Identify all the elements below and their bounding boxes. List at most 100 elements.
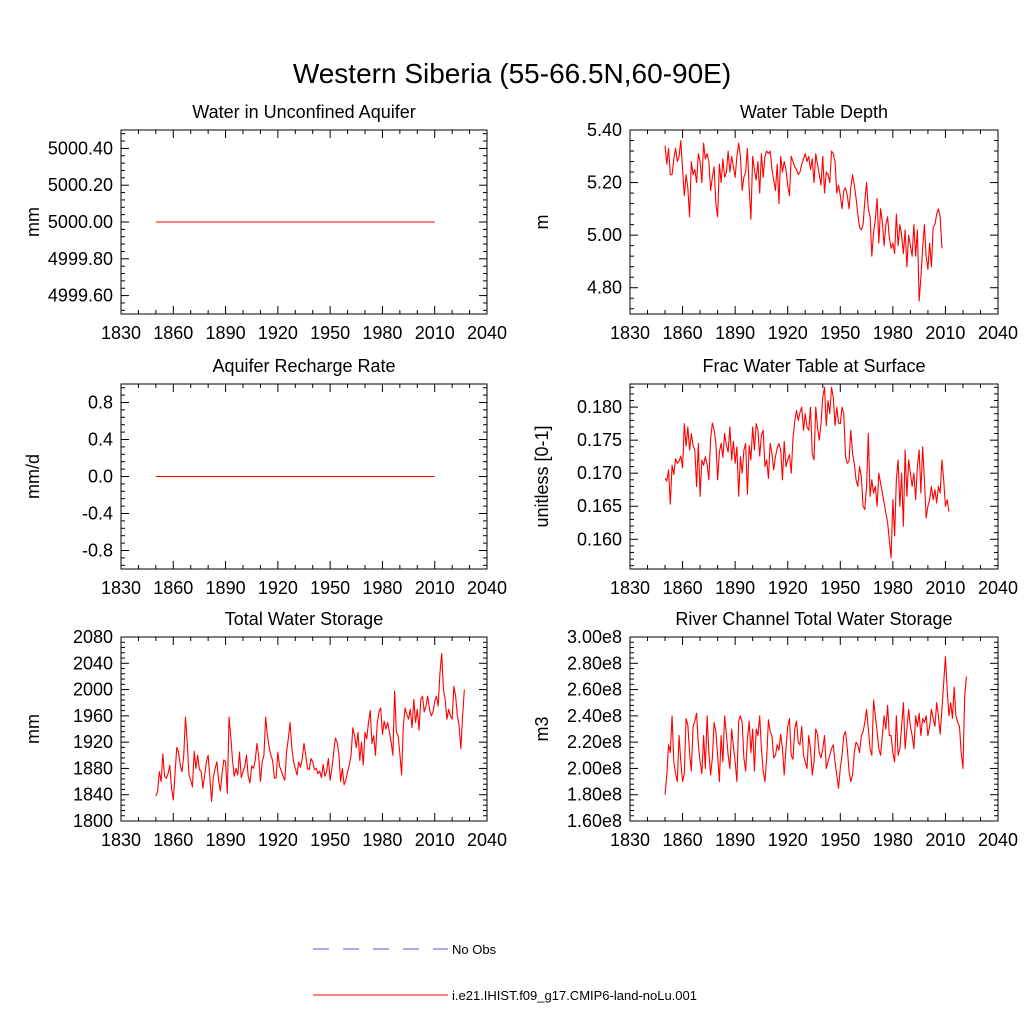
y-tick-label: 5.20 bbox=[587, 173, 622, 193]
y-tick-label: 1840 bbox=[73, 785, 113, 805]
y-tick-label: 2.60e8 bbox=[567, 680, 622, 700]
y-axis-label: m bbox=[532, 215, 552, 230]
x-tick-label: 1890 bbox=[715, 323, 755, 343]
x-tick-label: 2040 bbox=[978, 578, 1018, 598]
y-tick-label: 0.180 bbox=[577, 397, 622, 417]
x-tick-label: 1830 bbox=[101, 323, 141, 343]
y-tick-label: 4999.60 bbox=[48, 286, 113, 306]
x-tick-label: 2040 bbox=[467, 830, 507, 850]
y-tick-label: 4999.80 bbox=[48, 249, 113, 269]
plot-frame bbox=[629, 383, 999, 570]
x-tick-label: 1830 bbox=[101, 830, 141, 850]
x-tick-label: 1950 bbox=[820, 830, 860, 850]
y-tick-label: 5000.00 bbox=[48, 212, 113, 232]
x-tick-label: 1830 bbox=[610, 830, 650, 850]
panel-title: Water Table Depth bbox=[740, 102, 888, 122]
x-tick-label: 1860 bbox=[153, 578, 193, 598]
x-tick-label: 1860 bbox=[153, 830, 193, 850]
y-axis-label: unitless [0-1] bbox=[532, 425, 552, 527]
x-tick-label: 1890 bbox=[206, 578, 246, 598]
series-line bbox=[664, 386, 950, 559]
panel-title: River Channel Total Water Storage bbox=[675, 609, 952, 629]
figure-title: Western Siberia (55-66.5N,60-90E) bbox=[293, 58, 731, 89]
y-tick-label: 0.175 bbox=[577, 430, 622, 450]
y-tick-label: -0.4 bbox=[82, 504, 113, 524]
panel-title: Water in Unconfined Aquifer bbox=[192, 102, 415, 122]
x-tick-label: 1920 bbox=[258, 578, 298, 598]
panel-title: Total Water Storage bbox=[225, 609, 383, 629]
y-tick-label: 0.160 bbox=[577, 529, 622, 549]
legend-label: i.e21.IHIST.f09_g17.CMIP6-land-noLu.001 bbox=[452, 988, 697, 1003]
y-axis-label: m3 bbox=[532, 716, 552, 741]
x-tick-label: 1950 bbox=[310, 830, 350, 850]
x-tick-label: 1920 bbox=[258, 830, 298, 850]
panel-total-water-storage: Total Water Storage mm 1830 1860 1890 1920 195… bbox=[23, 609, 507, 850]
y-tick-label: 1.80e8 bbox=[567, 785, 622, 805]
y-axis-label: mm/d bbox=[23, 454, 43, 499]
x-tick-label: 1980 bbox=[362, 323, 402, 343]
y-tick-label: 5.40 bbox=[587, 120, 622, 140]
x-tick-label: 2010 bbox=[925, 830, 965, 850]
x-tick-label: 2010 bbox=[415, 323, 455, 343]
panel-unconfined-aquifer: Water in Unconfined Aquifer mm 1830 1860 189… bbox=[23, 102, 507, 343]
x-tick-label: 1980 bbox=[362, 830, 402, 850]
x-tick-label: 1920 bbox=[768, 830, 808, 850]
x-tick-label: 1980 bbox=[873, 578, 913, 598]
panels: Water in Unconfined Aquifer mm 1830 1860 189… bbox=[23, 102, 1018, 850]
x-tick-label: 2040 bbox=[467, 578, 507, 598]
x-tick-label: 1830 bbox=[610, 578, 650, 598]
x-tick-label: 1920 bbox=[768, 323, 808, 343]
y-tick-label: 0.170 bbox=[577, 463, 622, 483]
legend: No Obs i.e21.IHIST.f09_g17.CMIP6-land-noL… bbox=[313, 942, 697, 1003]
x-tick-label: 1980 bbox=[873, 323, 913, 343]
y-tick-label: 2.00e8 bbox=[567, 758, 622, 778]
x-tick-label: 1860 bbox=[663, 578, 703, 598]
x-tick-label: 2040 bbox=[467, 323, 507, 343]
panel-recharge-rate: Aquifer Recharge Rate mm/d 1830 1860 1890 192… bbox=[23, 356, 507, 598]
y-tick-label: 2040 bbox=[73, 653, 113, 673]
y-tick-label: 1880 bbox=[73, 758, 113, 778]
y-tick-label: 0.0 bbox=[88, 467, 113, 487]
y-tick-label: 5.00 bbox=[587, 225, 622, 245]
panel-title: Aquifer Recharge Rate bbox=[212, 356, 395, 376]
x-tick-label: 2010 bbox=[415, 830, 455, 850]
plot-frame bbox=[629, 129, 999, 315]
plot-frame bbox=[629, 636, 999, 822]
x-tick-label: 2040 bbox=[978, 323, 1018, 343]
x-tick-label: 1950 bbox=[310, 323, 350, 343]
x-tick-label: 1980 bbox=[362, 578, 402, 598]
series-line bbox=[155, 652, 465, 802]
y-tick-label: 0.4 bbox=[88, 430, 113, 450]
x-tick-label: 1950 bbox=[820, 578, 860, 598]
y-tick-label: -0.8 bbox=[82, 541, 113, 561]
x-tick-label: 1890 bbox=[715, 578, 755, 598]
y-tick-label: 3.00e8 bbox=[567, 627, 622, 647]
plot-frame bbox=[120, 636, 488, 822]
series-line bbox=[664, 656, 968, 795]
x-tick-label: 1950 bbox=[820, 323, 860, 343]
x-tick-label: 1860 bbox=[663, 830, 703, 850]
y-tick-label: 1920 bbox=[73, 732, 113, 752]
y-tick-label: 0.8 bbox=[88, 393, 113, 413]
x-tick-label: 1980 bbox=[873, 830, 913, 850]
y-axis-label: mm bbox=[23, 207, 43, 237]
panel-frac-water-table: Frac Water Table at Surface unitless [0-1… bbox=[532, 356, 1018, 598]
y-tick-label: 5000.20 bbox=[48, 175, 113, 195]
x-tick-label: 1830 bbox=[610, 323, 650, 343]
y-tick-label: 0.165 bbox=[577, 496, 622, 516]
y-tick-label: 1960 bbox=[73, 706, 113, 726]
x-tick-label: 1890 bbox=[715, 830, 755, 850]
y-tick-label: 2.80e8 bbox=[567, 653, 622, 673]
panel-water-table-depth: Water Table Depth m 1830 1860 1890 1920 1950 19… bbox=[532, 102, 1018, 343]
x-tick-label: 2010 bbox=[925, 578, 965, 598]
y-tick-label: 2080 bbox=[73, 627, 113, 647]
y-tick-label: 1800 bbox=[73, 811, 113, 831]
y-tick-label: 2.40e8 bbox=[567, 706, 622, 726]
x-tick-label: 1890 bbox=[206, 323, 246, 343]
legend-label: No Obs bbox=[452, 942, 497, 957]
y-tick-label: 1.60e8 bbox=[567, 811, 622, 831]
series-line bbox=[664, 139, 943, 302]
x-tick-label: 1920 bbox=[768, 578, 808, 598]
x-tick-label: 1950 bbox=[310, 578, 350, 598]
x-tick-label: 1830 bbox=[101, 578, 141, 598]
